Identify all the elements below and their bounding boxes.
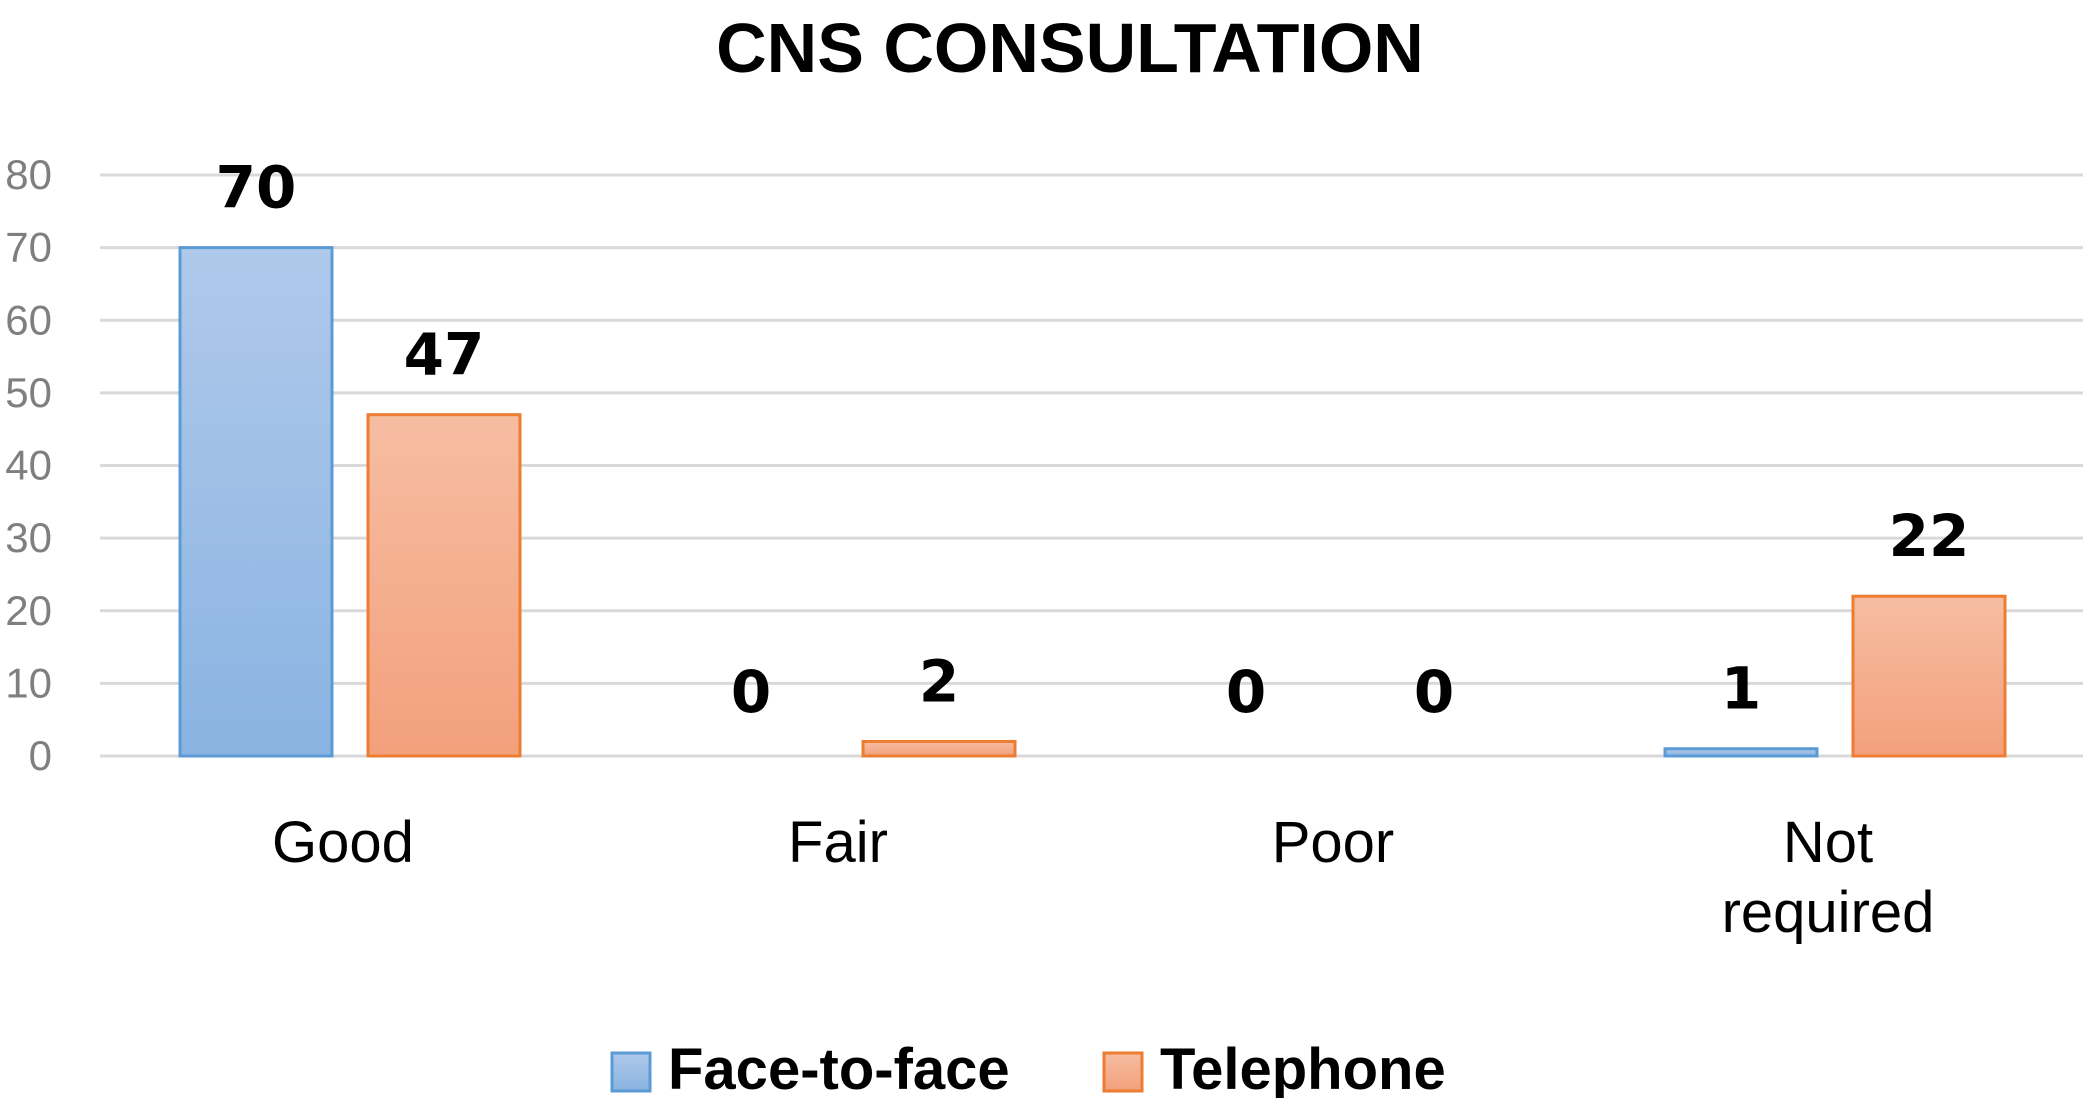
legend-label: Telephone (1160, 1037, 1446, 1098)
y-axis: 0 10 20 30 40 50 60 70 80 (5, 151, 52, 779)
legend: Face-to-face Telephone (610, 1037, 1446, 1098)
x-axis: Good Fair Poor Not required (272, 810, 1934, 945)
bar-telephone-good (366, 413, 522, 758)
y-tick-label: 80 (5, 151, 52, 198)
y-tick-label: 70 (5, 224, 52, 271)
x-tick-label: Fair (788, 810, 888, 875)
y-tick-label: 60 (5, 296, 52, 343)
legend-label: Face-to-face (668, 1037, 1010, 1098)
data-label: 1 (1721, 655, 1761, 723)
bar-telephone-not-required (1851, 594, 2007, 758)
bar-face-to-face-not-required (1663, 747, 1819, 758)
x-tick-label: Good (272, 810, 414, 875)
y-tick-label: 20 (5, 587, 52, 634)
data-labels: 70 0 0 1 47 2 0 22 (216, 154, 1970, 726)
data-label: 2 (919, 647, 959, 715)
y-tick-label: 10 (5, 659, 52, 706)
y-tick-label: 40 (5, 442, 52, 489)
data-label: 47 (404, 321, 485, 389)
bars (178, 246, 2007, 758)
data-label: 70 (216, 154, 297, 222)
bar-telephone-fair (861, 739, 1017, 758)
chart-title: CNS CONSULTATION (716, 9, 1424, 87)
x-tick-label: Not required (1722, 810, 1935, 945)
data-label: 22 (1889, 502, 1970, 570)
y-tick-label: 30 (5, 514, 52, 561)
legend-swatch (1102, 1051, 1144, 1093)
y-tick-label: 0 (29, 732, 52, 779)
x-tick-label: Poor (1272, 810, 1395, 875)
bar-face-to-face-good (178, 246, 334, 758)
y-tick-label: 50 (5, 369, 52, 416)
legend-swatch (610, 1051, 652, 1093)
data-label: 0 (1414, 658, 1454, 726)
data-label: 0 (731, 658, 771, 726)
data-label: 0 (1226, 658, 1266, 726)
